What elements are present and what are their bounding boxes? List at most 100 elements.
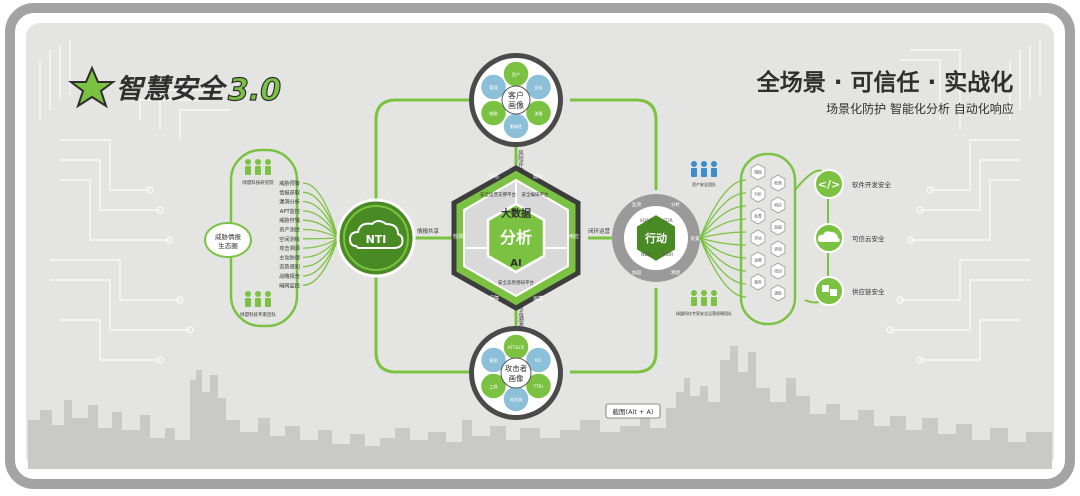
cell-top-right: 安全编排平台 [522,191,549,198]
right-hex [770,174,786,192]
left-item: 战略报告 [279,272,300,280]
right-hex-label: 运营 [754,258,762,263]
cloud-glyph [817,231,840,242]
customer-profile-line2: 画像 [508,100,524,110]
ecosystem-label-1: 威胁情报 [215,232,242,241]
attacker-profile-line1: 攻击者 [505,363,528,373]
hex-ring-label: 评估 [489,173,499,180]
connector-top-label: 风险评估 [517,150,524,174]
hex-center-label: 分析 [500,228,532,247]
attacker-petal-label: 攻击链 [510,396,523,403]
right-hex-label: 演练 [774,291,782,296]
brand-version: 3.0 [228,73,281,108]
cell-bottom: 安全态势感知平台 [498,279,534,286]
attacker-profile-line2: 画像 [509,373,524,383]
cube-glyph [822,285,829,292]
right-hex-label: 响应 [774,203,782,208]
people-icon-bottom [245,291,271,307]
city-skyline [28,346,1052,469]
left-item: 空间测绘 [279,235,300,243]
customer-petal-label: 流量 [534,110,542,117]
cloud-icon [348,220,404,249]
right-hex [750,207,766,225]
left-panel: 绿盟科技研究院 威胁情报 生态圈 绿盟科技专家团队 [204,148,299,328]
right-hex [750,163,766,181]
left-item-list: 威胁预警情报获取漏洞分析APT监控威胁狩猎资产测绘空间测绘攻击溯源主动防御态势感… [279,179,301,289]
customer-petal-label: 业务 [534,84,543,91]
customer-petal-label: 脆弱性 [510,123,523,130]
right-hex [770,218,786,236]
code-glyph: </> [818,178,840,191]
left-item: 威胁预警 [279,179,300,187]
left-bottom-team: 绿盟科技专家团队 [240,311,276,318]
right-hex [750,251,766,269]
hex-ring-label: 运营 [533,295,543,302]
logo-star-icon [68,65,116,109]
left-item: 威胁狩猎 [279,216,300,224]
security-domain-label: 软件开发安全 [852,180,892,189]
hex-ring-label: 保障 [489,295,499,302]
attacker-petal [479,346,508,374]
security-domain-label: 供应链安全 [852,287,885,296]
nti-node: NTI [336,198,416,278]
logo: 智慧安全 3.0 [68,65,282,109]
left-item: 暗网监控 [279,281,300,289]
brand-name: 智慧安全 [116,74,228,105]
people-icon-right-top [691,161,717,177]
action-label: 行动 [644,231,667,245]
screenshot-hint: 截图(Alt + A) [613,407,654,416]
nti-label: NTI [366,233,387,246]
customer-petal-label: 威胁 [489,110,497,117]
right-hex-label: 处置 [754,214,762,219]
ecosystem-bubble [204,222,252,258]
right-bottom-team: 绿盟科技专家安全运营保障团队 [676,310,732,316]
left-item: 攻击溯源 [279,244,301,252]
action-segment-label: SOAR [640,218,653,224]
right-hex [750,185,766,203]
screenshot-hint-box [605,403,661,419]
action-ring-label: 监测 [632,201,641,208]
customer-petal-label: 管理 [489,84,498,91]
connector-right-label: 闭环运营 [588,227,611,235]
cell-top-left: 安全运营支撑平台 [480,191,516,198]
customer-petal-label: 资产 [512,71,520,78]
hex-ring-label: 响应 [569,233,579,240]
hex-ring-label: 建设 [533,173,543,180]
right-hex [750,229,766,247]
attacker-petal [524,372,553,400]
code-icon [814,169,844,199]
central-hexagon: 安全运营支撑平台 安全编排平台 安全态势感知平台 大数据 分析 AI 评估 建设检… [451,165,581,311]
left-item: 漏洞分析 [279,198,300,206]
right-hex [770,284,786,302]
right-hex [770,262,786,280]
cube-glyph [830,289,837,296]
right-hex [770,240,786,258]
headline-title: 全场景 · 可信任 · 实战化 [756,69,1014,96]
action-segment-label: EDR [663,218,672,224]
attacker-petal-label: ATT&CK [508,345,525,350]
left-top-team: 绿盟科技研究院 [242,179,274,186]
left-item: 资产测绘 [279,226,300,234]
right-hex-label: 检测 [774,181,782,186]
attacker-petal-label: IOC [535,358,543,363]
action-segment-label: MDR [663,252,673,258]
hex-ring-label: 检测 [453,233,463,240]
headline-subtitle: 场景化防护 智能化分析 自动化响应 [826,101,1014,116]
ecosystem-label-2: 生态圈 [218,241,238,250]
action-segments: SOAR EDR NDR MDR [640,218,674,258]
right-hex [770,196,786,214]
attacker-profile: ATT&CK IOC TTPs 攻击链 工具 意图 攻击者 画像 [469,326,563,420]
customer-profile-line1: 客户 [508,90,524,100]
attacker-petal-label: 工具 [489,384,498,390]
right-top-team: 资产安全团队 [692,181,716,187]
connector-left-label: 情报共享 [417,227,440,235]
right-hex-label: 分析 [754,192,762,197]
connector-bottom-label: 攻击溯源 [517,304,524,329]
